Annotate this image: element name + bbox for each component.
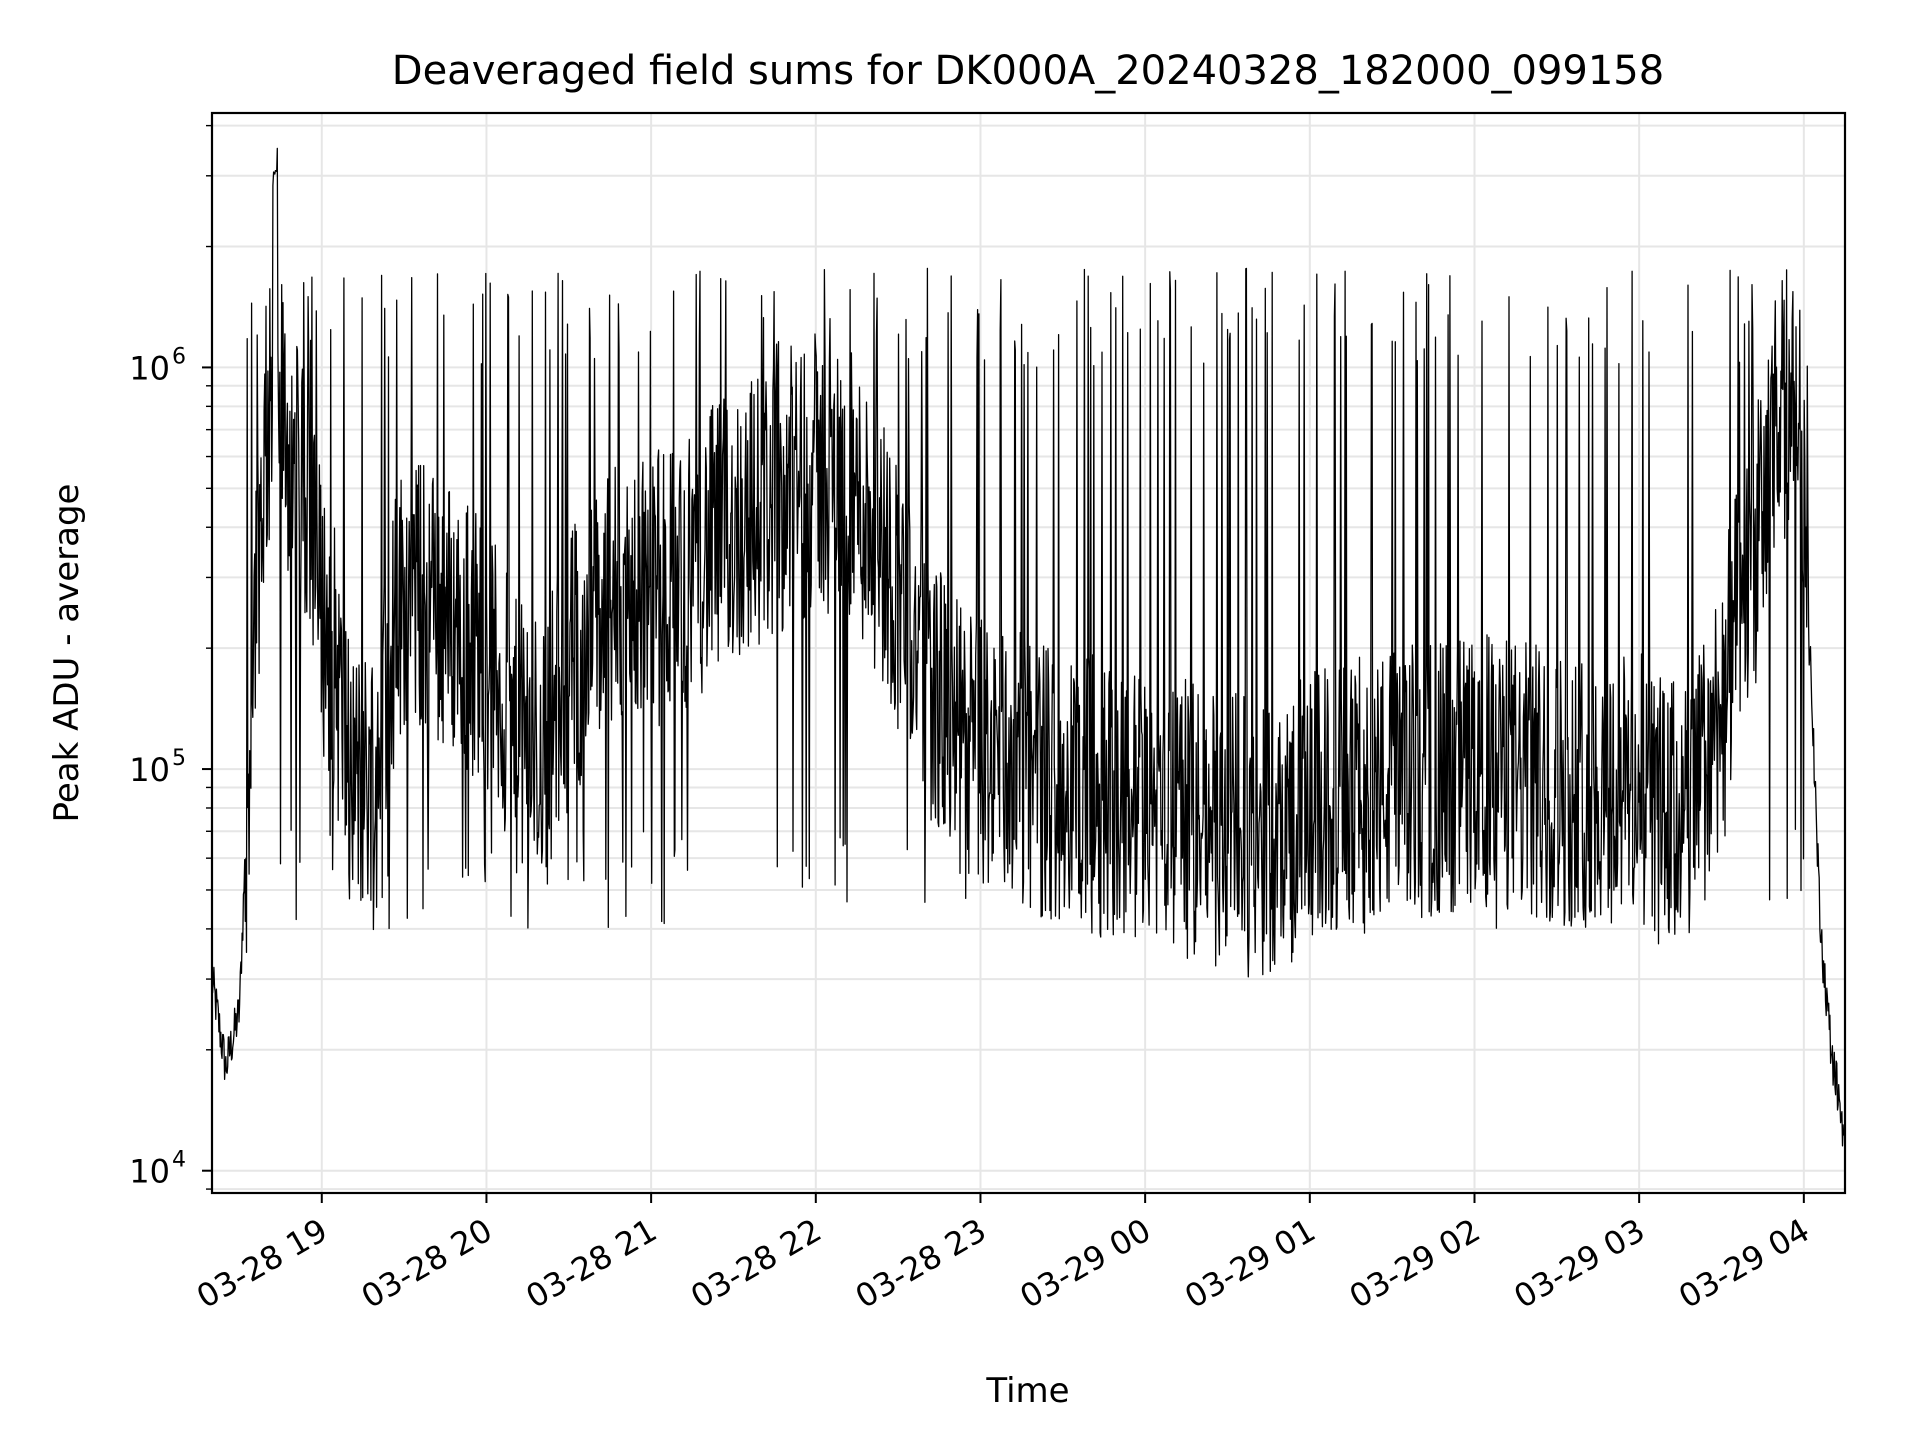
series-area: [212, 147, 1845, 1147]
plot-frame: [210, 111, 1847, 1195]
x-axis-label: Time: [985, 1371, 1069, 1411]
y-tick-label: 10: [129, 751, 170, 789]
y-tick-exponent: 6: [172, 344, 186, 369]
chart-title: Deaveraged field sums for DK000A_2024032…: [392, 48, 1664, 94]
y-tick-label: 10: [129, 349, 170, 387]
y-tick-exponent: 4: [172, 1148, 186, 1173]
y-tick-exponent: 5: [172, 746, 186, 771]
y-axis-label: Peak ADU - average: [47, 484, 87, 823]
y-tick-label: 10: [129, 1153, 170, 1191]
series-line: [212, 147, 1845, 1147]
